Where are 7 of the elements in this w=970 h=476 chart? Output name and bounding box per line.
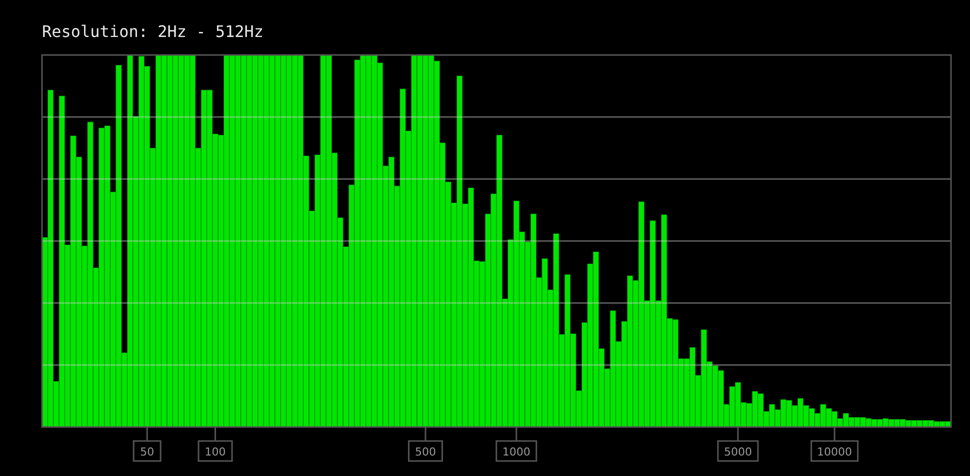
x-tick-label: 10000 (817, 446, 852, 458)
x-tick-label: 500 (414, 446, 436, 458)
x-tick-label: 1000 (502, 446, 530, 458)
x-tick-label: 5000 (724, 446, 752, 458)
x-tick-label: 50 (140, 446, 154, 458)
x-tick-label: 100 (204, 446, 226, 458)
chart-title: Resolution: 2Hz - 512Hz (42, 22, 264, 41)
